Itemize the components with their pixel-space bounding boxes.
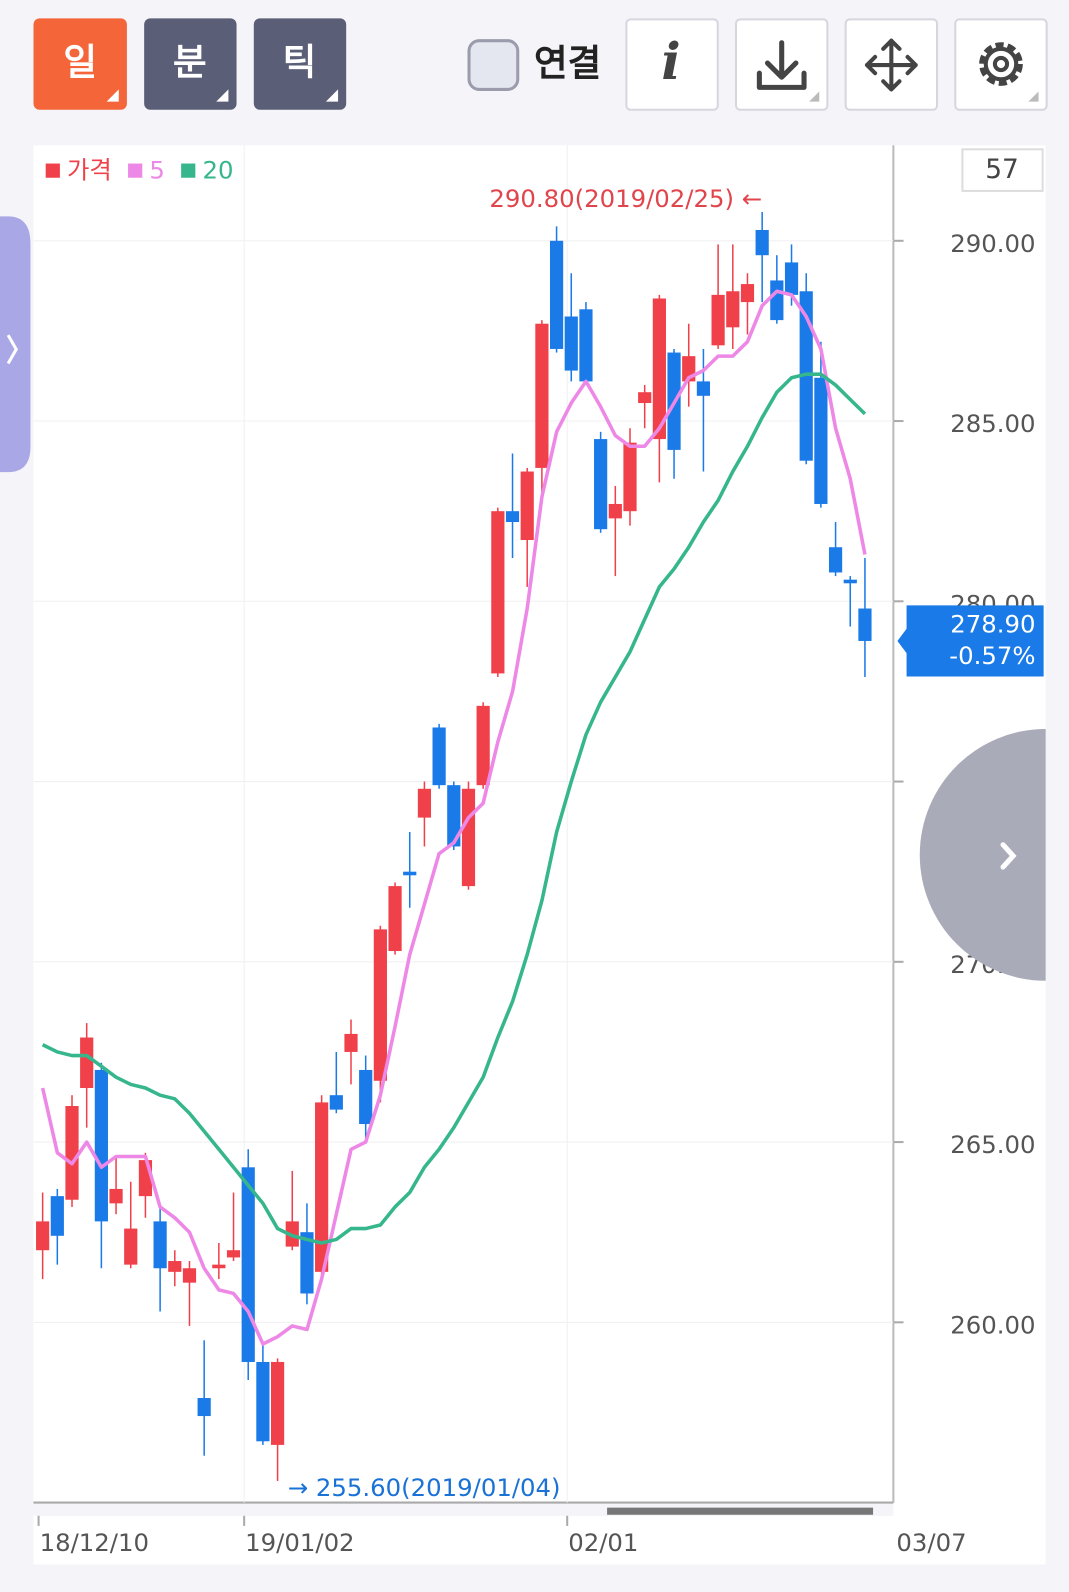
candle-body	[300, 1232, 314, 1294]
candle-body	[828, 547, 843, 573]
count-box	[961, 148, 1044, 192]
move-button[interactable]	[844, 18, 939, 111]
right-drawer-arrow	[1000, 842, 1017, 870]
candle-body	[432, 727, 446, 786]
download-button[interactable]	[735, 18, 829, 111]
candle-body	[447, 785, 461, 847]
legend-label: 5	[149, 156, 165, 185]
candle-body	[65, 1106, 79, 1200]
candle-body	[814, 377, 828, 504]
candle-body	[36, 1221, 50, 1251]
candle-body	[315, 1102, 329, 1272]
candle-body	[373, 929, 387, 1081]
legend-label: 20	[202, 156, 233, 185]
candle-body	[388, 886, 402, 951]
candle-body	[461, 788, 476, 887]
marks	[36, 211, 872, 1481]
candle-body	[564, 316, 578, 371]
candle-body	[638, 392, 652, 404]
candle-body	[344, 1033, 358, 1052]
settings-button[interactable]	[954, 18, 1048, 111]
candle-body	[755, 229, 769, 256]
candle-body	[491, 511, 505, 674]
candle-body	[652, 298, 666, 440]
x-tick-label: 02/01	[568, 1528, 638, 1557]
link-checkbox[interactable]	[467, 39, 520, 91]
candle-body	[256, 1361, 270, 1442]
candle-body	[784, 262, 799, 295]
candle-body	[770, 280, 784, 321]
candle-body	[359, 1069, 373, 1125]
extreme-annotation: → 255.60(2019/01/04)	[288, 1473, 561, 1502]
x-tick-label: 19/01/02	[245, 1528, 354, 1557]
candle-body	[168, 1261, 182, 1272]
right-drawer-tab[interactable]	[919, 728, 1046, 981]
candle-body	[579, 309, 593, 382]
candle-body	[197, 1398, 211, 1417]
left-drawer-tab[interactable]	[0, 216, 31, 473]
price-tag-change: -0.57%	[949, 641, 1035, 670]
candle-body	[520, 471, 534, 541]
candle-body	[241, 1167, 255, 1362]
legend-swatch	[128, 163, 143, 178]
y-tick-label: 260.00	[950, 1310, 1035, 1339]
candle-body	[608, 503, 622, 519]
x-tick-label: 18/12/10	[40, 1528, 149, 1557]
candle-body	[329, 1095, 343, 1110]
candle-body	[549, 240, 564, 349]
candle-body	[417, 788, 432, 818]
candle-body	[182, 1268, 197, 1283]
candle-body	[696, 381, 711, 396]
candle-body	[212, 1264, 226, 1269]
button-label: 틱	[283, 41, 317, 84]
y-tick-label: 285.00	[950, 409, 1035, 438]
period-tick[interactable]: 틱	[253, 18, 347, 110]
candle-body	[843, 579, 857, 584]
left-drawer-arrow	[6, 334, 18, 365]
x-end-label: 03/07	[896, 1528, 966, 1557]
candle-body	[594, 439, 608, 530]
candle-body	[153, 1221, 167, 1269]
extreme-annotation: 290.80(2019/02/25) ←	[489, 184, 762, 213]
price-tag-value: 278.90	[950, 610, 1035, 639]
candle-body	[726, 291, 740, 328]
legend-swatch	[181, 163, 196, 178]
link-label: 연결	[534, 42, 601, 85]
overlay: 가격 5 20 290.80(2019/02/25) ← → 255.60(2019/0…	[45, 156, 1044, 1502]
button-label: 분	[173, 41, 207, 84]
candle-body	[711, 294, 725, 346]
grid: 260.00265.00270.00275.00280.00285.00290.…	[33, 145, 1035, 1557]
y-tick-label: 290.00	[950, 229, 1035, 258]
candle-body	[50, 1196, 64, 1236]
period-day[interactable]: 일	[33, 18, 127, 110]
period-minute[interactable]: 분	[144, 18, 237, 110]
candle-body	[403, 871, 417, 876]
candle-body	[505, 511, 520, 522]
visible-count: 57	[985, 155, 1019, 185]
moving-average-line	[40, 289, 867, 1346]
info-button[interactable]: i	[625, 18, 719, 111]
candle-body	[535, 323, 549, 468]
x-axis-area	[33, 1515, 1046, 1565]
candle-body	[94, 1069, 108, 1222]
candle-body	[80, 1037, 94, 1088]
legend-label: 가격	[67, 156, 112, 185]
legend-swatch	[45, 163, 60, 178]
svg-text:i: i	[661, 31, 680, 91]
moving-average-line	[41, 372, 867, 1245]
scrollbar[interactable]	[607, 1507, 874, 1515]
price-tag	[897, 605, 1044, 677]
candle-body	[226, 1250, 241, 1258]
candle-body	[109, 1188, 123, 1204]
candle-body	[858, 608, 872, 641]
candle-body	[476, 705, 490, 786]
candle-body	[124, 1228, 138, 1265]
y-tick-label: 265.00	[950, 1130, 1035, 1159]
button-label: 일	[63, 41, 97, 84]
candle-body	[740, 284, 755, 303]
candle-body	[270, 1361, 285, 1445]
candle-body	[623, 442, 637, 512]
